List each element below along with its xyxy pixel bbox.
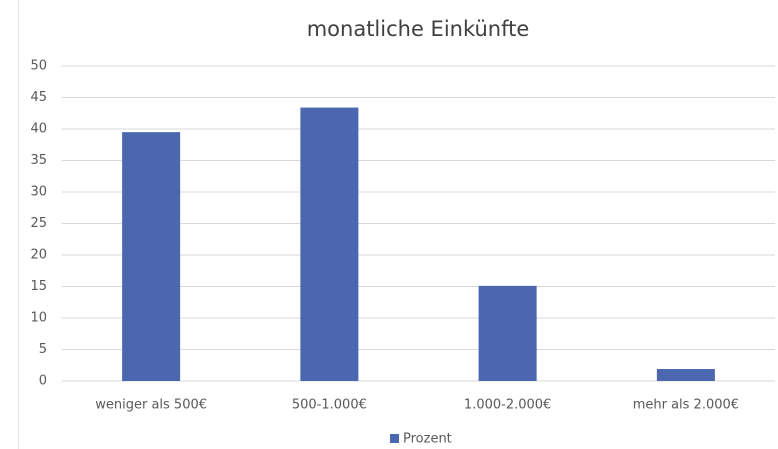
- y-tick-label: 30: [30, 185, 47, 200]
- y-tick-label: 35: [30, 153, 47, 168]
- legend-swatch: [390, 434, 399, 443]
- chart-title: monatliche Einkünfte: [307, 17, 530, 41]
- bar: [656, 369, 715, 381]
- bar: [122, 132, 181, 381]
- y-tick-label: 40: [30, 122, 47, 137]
- y-tick-label: 25: [30, 216, 47, 231]
- y-tick-label: 0: [39, 374, 47, 389]
- y-tick-label: 50: [30, 59, 47, 74]
- x-tick-label: mehr als 2.000€: [633, 398, 739, 413]
- legend-label: Prozent: [403, 432, 452, 447]
- y-tick-label: 20: [30, 248, 47, 263]
- x-tick-label: 1.000-2.000€: [464, 398, 551, 413]
- bar: [300, 107, 359, 381]
- x-tick-label: 500-1.000€: [292, 398, 367, 413]
- bar: [478, 285, 537, 381]
- y-tick-label: 45: [30, 90, 47, 105]
- x-tick-label: weniger als 500€: [95, 398, 207, 413]
- y-tick-label: 10: [30, 311, 47, 326]
- y-tick-label: 15: [30, 279, 47, 294]
- y-tick-label: 5: [39, 342, 47, 357]
